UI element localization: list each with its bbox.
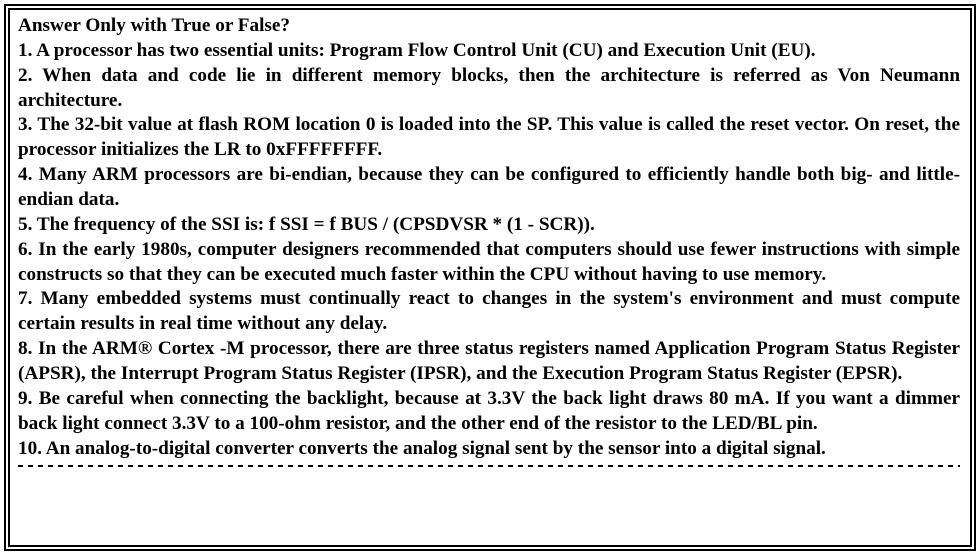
question-sheet: Answer Only with True or False? 1. A pro… <box>8 8 972 547</box>
question-item: 8. In the ARM® Cortex -M processor, ther… <box>18 337 960 387</box>
prompt-heading: Answer Only with True or False? <box>18 14 960 39</box>
question-item: 3. The 32-bit value at flash ROM locatio… <box>18 113 960 163</box>
question-item: 5. The frequency of the SSI is: f SSI = … <box>18 213 960 238</box>
question-item: 6. In the early 1980s, computer designer… <box>18 238 960 288</box>
dashed-divider <box>18 465 960 467</box>
question-item: 10. An analog-to-digital converter conve… <box>18 437 960 462</box>
question-item: 7. Many embedded systems must continuall… <box>18 287 960 337</box>
question-item: 4. Many ARM processors are bi-endian, be… <box>18 163 960 213</box>
question-item: 2. When data and code lie in different m… <box>18 64 960 114</box>
outer-border: Answer Only with True or False? 1. A pro… <box>4 4 976 551</box>
question-item: 1. A processor has two essential units: … <box>18 39 960 64</box>
question-item: 9. Be careful when connecting the backli… <box>18 387 960 437</box>
